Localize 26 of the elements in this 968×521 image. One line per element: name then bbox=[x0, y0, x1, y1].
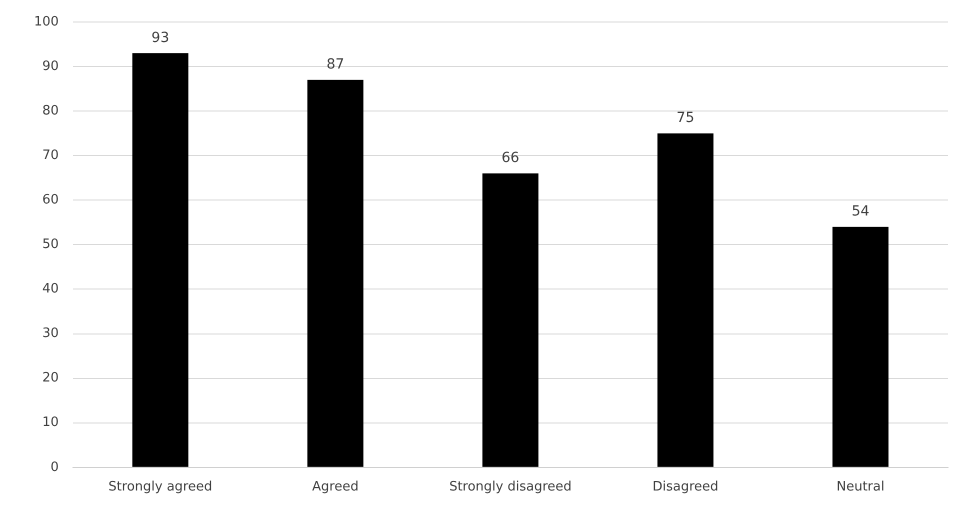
x-tick-label: Strongly agreed bbox=[108, 480, 212, 495]
x-tick-label: Strongly disagreed bbox=[449, 480, 572, 495]
y-tick-label: 40 bbox=[42, 282, 59, 297]
x-tick-label: Agreed bbox=[312, 480, 359, 495]
bar bbox=[307, 80, 364, 467]
x-tick-label: Neutral bbox=[836, 480, 884, 495]
y-tick-label: 10 bbox=[42, 415, 59, 430]
data-label: 93 bbox=[151, 30, 170, 46]
y-tick-label: 60 bbox=[42, 192, 59, 208]
bar bbox=[657, 133, 714, 467]
bar bbox=[482, 173, 538, 467]
bar bbox=[132, 53, 188, 467]
y-tick-label: 90 bbox=[42, 58, 59, 74]
data-label: 54 bbox=[852, 204, 870, 220]
y-tick-label: 0 bbox=[50, 460, 59, 475]
data-label: 87 bbox=[326, 56, 344, 73]
data-label: 75 bbox=[676, 110, 694, 126]
y-tick-label: 80 bbox=[42, 103, 59, 118]
y-tick-label: 100 bbox=[34, 14, 59, 30]
bar bbox=[832, 226, 888, 467]
y-tick-label: 50 bbox=[42, 237, 59, 252]
data-label: 66 bbox=[501, 150, 520, 166]
y-tick-label: 20 bbox=[42, 370, 59, 386]
y-tick-label: 30 bbox=[42, 326, 59, 342]
x-tick-label: Disagreed bbox=[652, 480, 718, 495]
y-tick-label: 70 bbox=[42, 148, 59, 163]
